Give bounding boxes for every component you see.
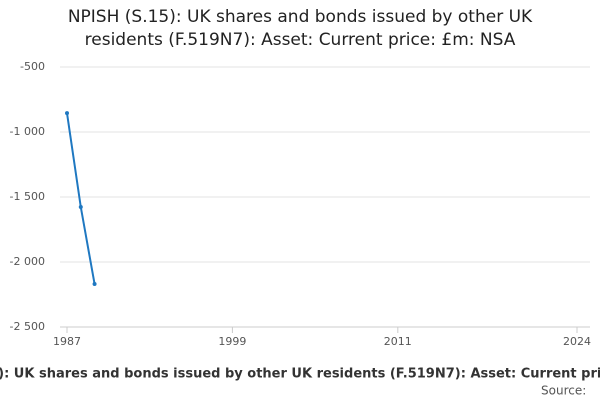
y-tick-label: -1 000 <box>10 125 45 138</box>
y-tick-label: -2 500 <box>10 320 45 333</box>
y-tick-label: -500 <box>20 60 45 73</box>
point <box>92 281 97 286</box>
y-tick-label: -2 000 <box>10 255 45 268</box>
point <box>65 111 69 116</box>
x-axis-label: NPISH (S.15): UK shares and bonds issued… <box>0 367 600 382</box>
x-tick-label: 1999 <box>218 335 246 348</box>
line <box>66 113 96 285</box>
source: Source: <box>541 384 586 398</box>
x-tick-label: 2011 <box>384 335 412 348</box>
x-tick-label: 2024 <box>563 335 591 348</box>
y-tick-label: -1 500 <box>10 190 45 203</box>
chart-title: residents (F.519N7): Asset: Current pric… <box>85 30 516 50</box>
chart-title: NPISH (S.15): UK shares and bonds issued… <box>68 7 533 27</box>
point <box>78 205 83 210</box>
x-tick-label: 1987 <box>53 335 81 348</box>
